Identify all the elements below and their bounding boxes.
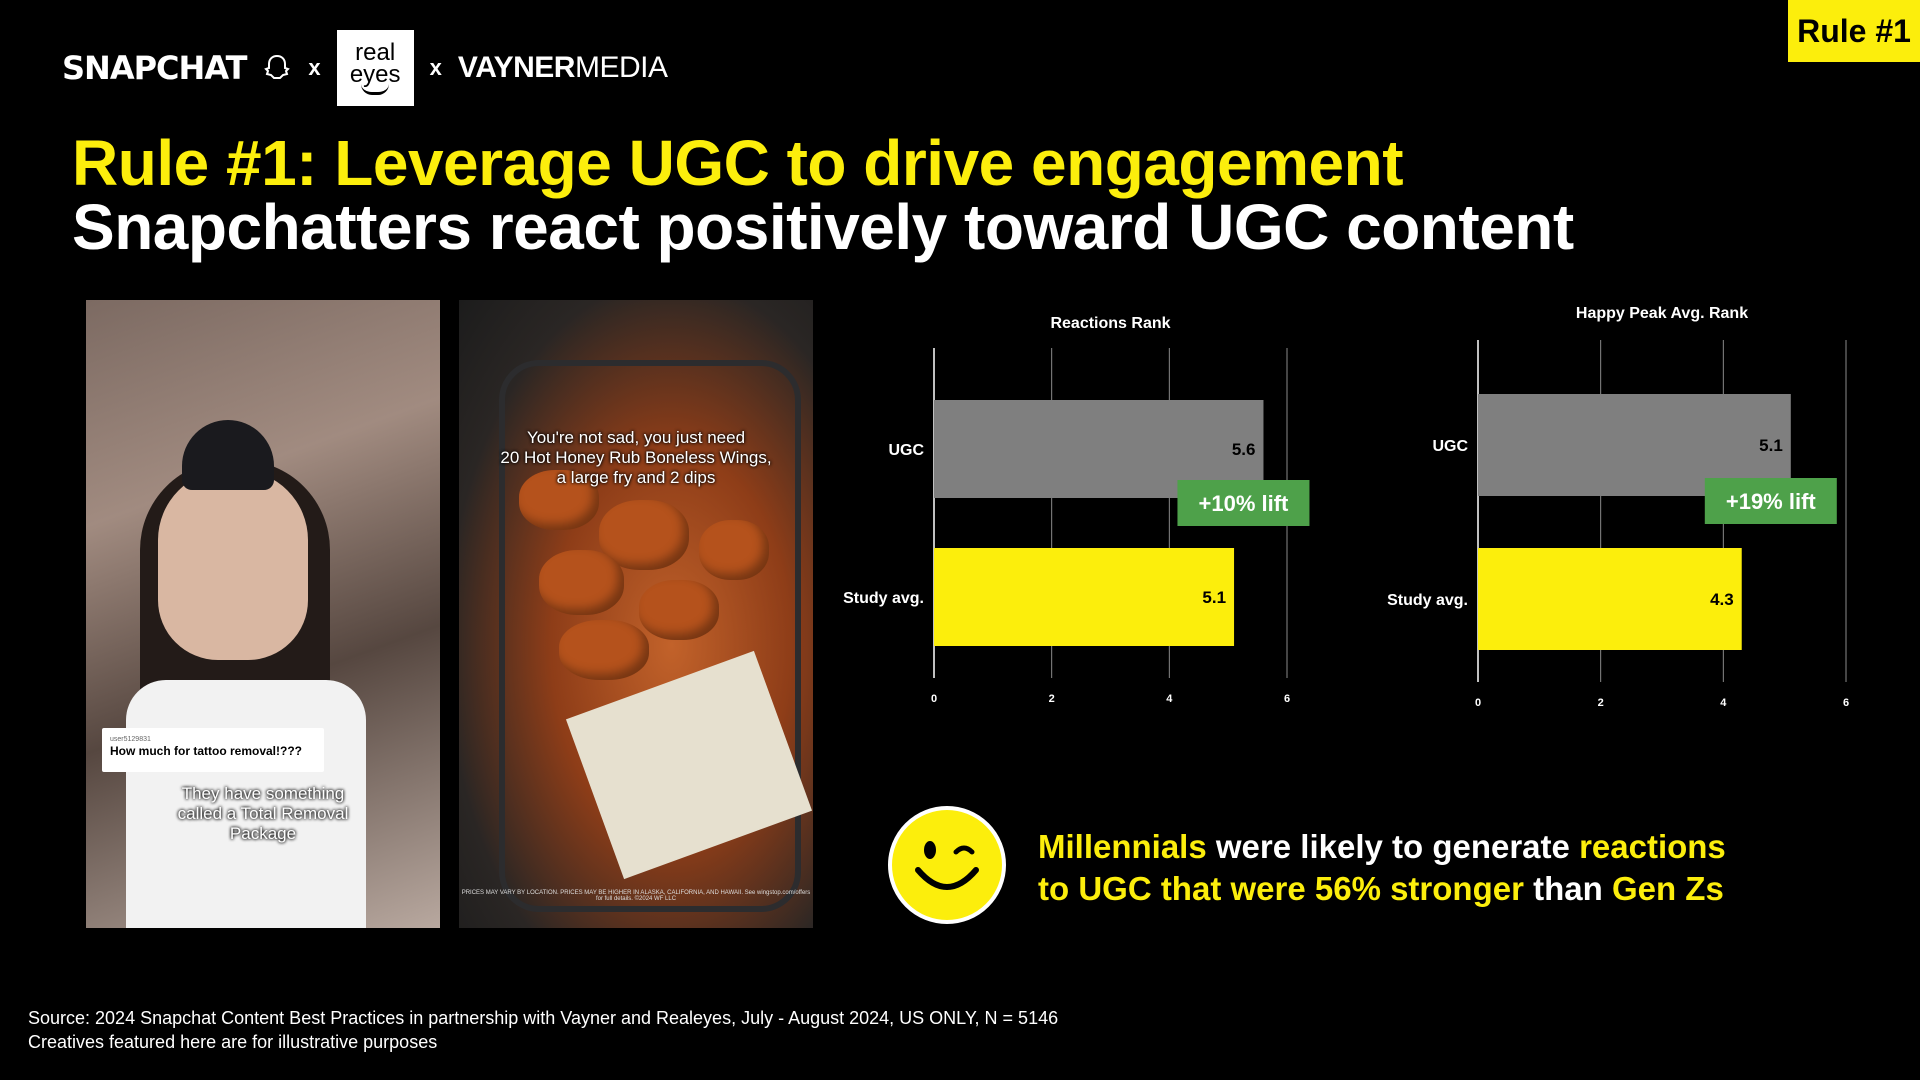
source-line: Creatives featured here are for illustra… xyxy=(28,1032,438,1052)
bar xyxy=(1478,548,1742,650)
lift-badge xyxy=(1704,478,1837,524)
insight-text: were likely to generate xyxy=(1206,828,1580,865)
tick-label: 0 xyxy=(1475,697,1481,709)
tray-shape xyxy=(499,360,801,912)
insight-highlight: to UGC that were 56% stronger xyxy=(1038,870,1524,907)
bar xyxy=(934,548,1235,646)
realeyes-logo-text-1: real xyxy=(355,38,396,66)
comment-text: How much for tattoo removal!??? xyxy=(110,744,302,758)
caption-line: They have something xyxy=(181,784,345,803)
nugget-shape xyxy=(599,500,689,570)
subheadline: Snapchatters react positively toward UGC… xyxy=(72,191,1574,263)
tick-label: 4 xyxy=(1166,693,1173,705)
smiley-wink-icon xyxy=(888,806,1006,924)
lift-label: +19% lift xyxy=(1726,489,1817,514)
nugget-shape xyxy=(519,470,599,530)
creative-caption: They have something called a Total Remov… xyxy=(86,784,440,844)
tick-label: 6 xyxy=(1284,693,1290,705)
insight-highlight: Millennials xyxy=(1038,828,1207,865)
data-label: 5.1 xyxy=(1759,436,1783,455)
chart-title: Happy Peak Avg. Rank xyxy=(1576,305,1748,322)
lift-badge xyxy=(1177,480,1310,526)
rule-badge: Rule #1 xyxy=(1788,0,1920,62)
media-text: MEDIA xyxy=(574,51,668,84)
fineprint: PRICES MAY VARY BY LOCATION. PRICES MAY … xyxy=(461,890,811,902)
data-label: 5.6 xyxy=(1232,440,1256,459)
tank-top-shape xyxy=(126,680,366,928)
insight-highlight: reactions xyxy=(1579,828,1726,865)
tick-label: 2 xyxy=(1049,693,1055,705)
nugget-shape xyxy=(639,580,719,640)
realeyes-logo: real eyes xyxy=(336,30,414,106)
tick-label: 4 xyxy=(1720,697,1727,709)
lift-label: +10% lift xyxy=(1199,491,1290,516)
snapchat-ghost-icon xyxy=(264,54,291,79)
insight-text: than xyxy=(1523,870,1612,907)
nugget-shape xyxy=(559,620,649,680)
category-label: UGC xyxy=(1432,438,1468,455)
category-label: Study avg. xyxy=(843,590,924,607)
tick-label: 0 xyxy=(931,693,937,705)
category-label: Study avg. xyxy=(1387,592,1468,609)
caption-line: 20 Hot Honey Rub Boneless Wings, xyxy=(500,448,772,467)
face-shape xyxy=(158,470,308,660)
reactions-rank-chart: Reactions Rank 0 2 4 6 UGC 5.6 Study avg. 5.1 +10… xyxy=(843,315,1310,705)
category-label: UGC xyxy=(888,442,924,459)
cap-shape xyxy=(182,420,274,490)
times-separator-2: x xyxy=(429,55,442,80)
vaynermedia-logo: VAYNERMEDIA xyxy=(458,51,668,85)
realeyes-logo-text-2: eyes xyxy=(349,60,401,88)
nugget-shape xyxy=(699,520,769,580)
caption-line: a large fry and 2 dips xyxy=(556,468,716,487)
creative-caption: You're not sad, you just need 20 Hot Hon… xyxy=(459,428,813,488)
source-line: Source: 2024 Snapchat Content Best Pract… xyxy=(28,1008,1059,1028)
partner-logos: SNAPCHAT x real eyes x VAYNERMEDIA xyxy=(62,30,668,106)
snapchat-logo: SNAPCHAT xyxy=(62,49,247,87)
insight-callout: Millennials were likely to generate reac… xyxy=(1038,826,1726,910)
caption-line: called a Total Removal xyxy=(177,804,349,823)
creative-tattoo-image: user5129831 How much for tattoo removal!… xyxy=(86,300,440,928)
happy-peak-chart: Happy Peak Avg. Rank 0 2 4 6 UGC 5.1 Study avg.… xyxy=(1387,305,1849,709)
headline: Rule #1: Leverage UGC to drive engagemen… xyxy=(72,127,1404,199)
times-separator-1: x xyxy=(308,55,321,80)
caption-line: You're not sad, you just need xyxy=(526,428,746,447)
comment-user: user5129831 xyxy=(110,736,151,743)
source-note: Source: 2024 Snapchat Content Best Pract… xyxy=(28,1006,1058,1054)
data-label: 5.1 xyxy=(1202,588,1226,607)
data-label: 4.3 xyxy=(1710,590,1734,609)
nugget-shape xyxy=(539,550,624,615)
tick-label: 2 xyxy=(1598,697,1604,709)
chart-title: Reactions Rank xyxy=(1050,315,1170,332)
tick-label: 6 xyxy=(1843,697,1849,709)
caption-line: Package xyxy=(229,824,297,843)
vayner-bold-text: VAYNER xyxy=(457,51,576,84)
realeyes-smile-icon xyxy=(361,84,390,95)
creative-wings-image: You're not sad, you just need 20 Hot Hon… xyxy=(459,300,813,928)
insight-highlight: Gen Zs xyxy=(1611,870,1724,907)
comment-bubble: user5129831 How much for tattoo removal!… xyxy=(102,728,324,772)
